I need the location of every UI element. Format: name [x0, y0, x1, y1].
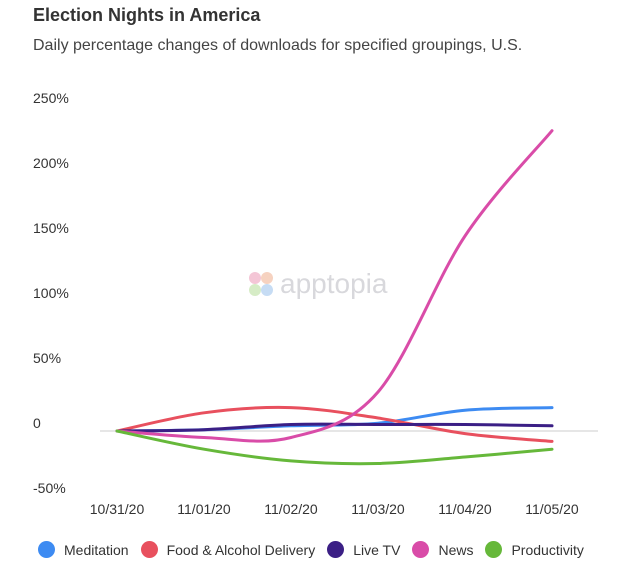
- x-tick-label: 11/03/20: [351, 501, 405, 517]
- legend-label: Productivity: [511, 541, 584, 558]
- series-line-news: [115, 129, 554, 443]
- series-line-productivity: [115, 429, 554, 466]
- y-tick-label: 150%: [33, 220, 69, 236]
- legend-item[interactable]: News: [412, 541, 473, 558]
- chart-title: Election Nights in America: [33, 5, 261, 25]
- legend: Meditation Food & Alcohol Delivery Live TV…: [38, 541, 586, 558]
- legend-item[interactable]: Live TV: [327, 541, 400, 558]
- x-tick-label: 11/01/20: [177, 501, 231, 517]
- legend-dot-icon: [327, 541, 345, 558]
- legend-dot-icon: [412, 541, 430, 558]
- apptopia-watermark: apptopia: [248, 268, 387, 300]
- x-tick-label: 11/02/20: [264, 501, 318, 517]
- legend-label: News: [438, 541, 474, 558]
- y-tick-label: 0: [33, 415, 41, 431]
- x-tick-label: 11/04/20: [438, 501, 492, 517]
- legend-label: Live TV: [353, 541, 401, 558]
- x-tick-label: 11/05/20: [525, 501, 579, 517]
- x-tick-label: 10/31/20: [90, 501, 145, 517]
- y-tick-label: 250%: [33, 90, 69, 106]
- legend-label: Meditation: [64, 541, 129, 558]
- legend-dot-icon: [485, 541, 503, 558]
- y-tick-label: 50%: [33, 350, 61, 366]
- legend-dot-icon: [140, 541, 158, 558]
- legend-dot-icon: [38, 541, 55, 558]
- y-tick-label: 100%: [33, 285, 69, 301]
- legend-item[interactable]: Food & Alcohol Delivery: [140, 541, 316, 558]
- y-tick-label: 200%: [33, 155, 69, 171]
- legend-label: Food & Alcohol Delivery: [166, 541, 316, 558]
- watermark-text: apptopia: [280, 268, 388, 299]
- apptopia-logo-icon: [249, 272, 273, 296]
- legend-item[interactable]: Meditation: [38, 541, 129, 558]
- legend-item[interactable]: Productivity: [485, 541, 584, 558]
- chart-subtitle: Daily percentage changes of downloads fo…: [33, 37, 523, 54]
- series-line-food-alcohol-delivery: [115, 405, 554, 443]
- y-tick-label: -50%: [33, 480, 66, 496]
